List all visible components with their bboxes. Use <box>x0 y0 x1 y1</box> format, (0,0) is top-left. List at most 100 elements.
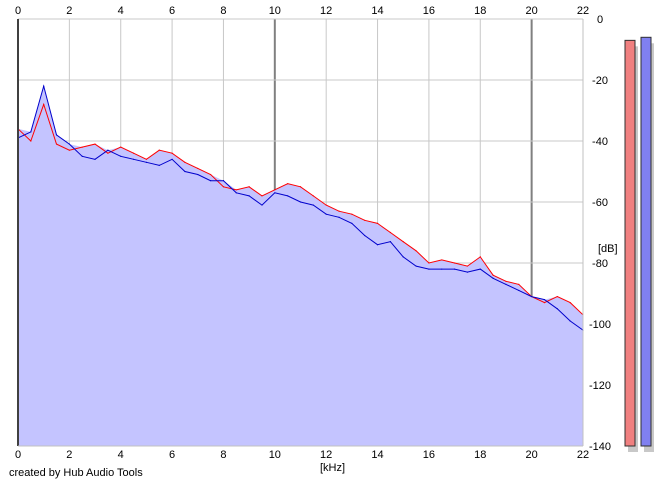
x-tick-label-bottom: 4 <box>118 449 124 461</box>
data-point <box>351 213 353 215</box>
data-point <box>261 195 263 197</box>
data-point <box>364 234 366 237</box>
y-tick-label: -140 <box>589 441 611 453</box>
data-point <box>30 131 32 133</box>
y-tick-label: -20 <box>592 75 608 87</box>
data-point <box>145 158 148 160</box>
x-tick-label-bottom: 18 <box>474 449 486 461</box>
data-point <box>197 167 199 170</box>
data-point <box>415 265 417 267</box>
data-point <box>428 262 430 264</box>
data-point <box>556 295 558 298</box>
x-axis-label: [kHz] <box>320 462 345 474</box>
x-tick-label-top: 12 <box>320 5 332 17</box>
x-tick-label-bottom: 16 <box>423 449 435 461</box>
data-point <box>518 283 520 285</box>
data-point <box>107 149 109 151</box>
data-point <box>569 320 571 322</box>
x-tick-label-bottom: 22 <box>577 449 589 461</box>
x-tick-label-top: 22 <box>577 5 589 17</box>
data-point <box>158 164 160 166</box>
data-point <box>287 183 289 185</box>
data-point <box>55 134 58 136</box>
data-point <box>222 186 225 188</box>
data-point <box>312 195 314 197</box>
data-point <box>43 103 45 105</box>
data-point <box>338 216 340 218</box>
data-point <box>184 170 186 173</box>
data-point <box>505 280 507 282</box>
data-point <box>132 158 135 160</box>
data-point <box>466 271 469 273</box>
data-point <box>312 204 314 206</box>
data-point <box>94 158 96 160</box>
series-group <box>17 84 584 331</box>
y-tick-label: -120 <box>589 380 611 392</box>
data-point <box>543 299 546 301</box>
data-point <box>389 231 391 234</box>
data-point <box>569 302 571 304</box>
x-tick-label-top: 20 <box>526 5 538 17</box>
plot-frame <box>17 19 584 447</box>
data-point <box>428 268 430 270</box>
data-point <box>120 155 122 157</box>
x-tick-label-top: 0 <box>15 5 21 17</box>
data-point <box>248 186 250 188</box>
data-point <box>364 219 366 221</box>
data-point <box>453 262 456 264</box>
y-tick-label: -60 <box>592 197 608 209</box>
data-point <box>505 283 507 285</box>
data-point <box>299 201 302 203</box>
x-tick-label-top: 6 <box>169 5 175 17</box>
data-point <box>210 180 212 182</box>
data-point <box>158 149 160 151</box>
data-point <box>479 256 481 258</box>
x-ticks-bottom: 0 2 4 6 8 10 12 14 16 18 20 22 <box>15 449 589 461</box>
data-point <box>338 210 340 212</box>
data-point <box>531 295 533 298</box>
data-point <box>248 195 250 197</box>
data-point <box>120 146 122 148</box>
data-point <box>68 149 70 151</box>
data-point <box>518 289 520 292</box>
data-point <box>351 222 353 224</box>
data-point <box>197 173 199 176</box>
x-tick-label-top: 10 <box>269 5 281 17</box>
data-point <box>274 192 276 194</box>
data-point <box>376 222 379 224</box>
data-point <box>402 241 404 243</box>
x-tick-label-bottom: 10 <box>269 449 281 461</box>
y-tick-label: -40 <box>592 136 608 148</box>
y-tick-label: -100 <box>589 319 611 331</box>
data-point <box>261 204 263 206</box>
data-point <box>171 158 173 160</box>
x-tick-label-bottom: 12 <box>320 449 332 461</box>
data-point <box>415 250 417 252</box>
data-point <box>210 173 212 176</box>
data-point <box>43 85 45 87</box>
data-point <box>235 192 237 194</box>
data-point <box>107 152 109 154</box>
data-point <box>466 265 469 267</box>
data-point <box>68 143 70 145</box>
x-tick-label-top: 4 <box>118 5 124 17</box>
x-tick-label-bottom: 0 <box>15 449 21 461</box>
y-ticks-right: 0 -20 -40 -60 -80 -100 -120 -140 <box>589 14 611 453</box>
data-point <box>132 152 135 154</box>
data-point <box>145 161 148 163</box>
x-tick-label-top: 14 <box>371 5 383 17</box>
y-tick-label: 0 <box>597 14 603 26</box>
x-tick-label-top: 16 <box>423 5 435 17</box>
data-point <box>299 186 302 188</box>
data-point <box>81 155 83 157</box>
meter-left-bar <box>624 39 636 447</box>
data-point <box>30 140 32 142</box>
x-tick-label-bottom: 2 <box>66 449 72 461</box>
data-point <box>556 308 558 310</box>
data-point <box>376 244 379 246</box>
data-point <box>479 268 481 270</box>
y-axis-label: [dB] <box>598 243 618 255</box>
x-tick-label-top: 8 <box>220 5 226 17</box>
data-point <box>441 259 443 261</box>
x-tick-label-top: 18 <box>474 5 486 17</box>
